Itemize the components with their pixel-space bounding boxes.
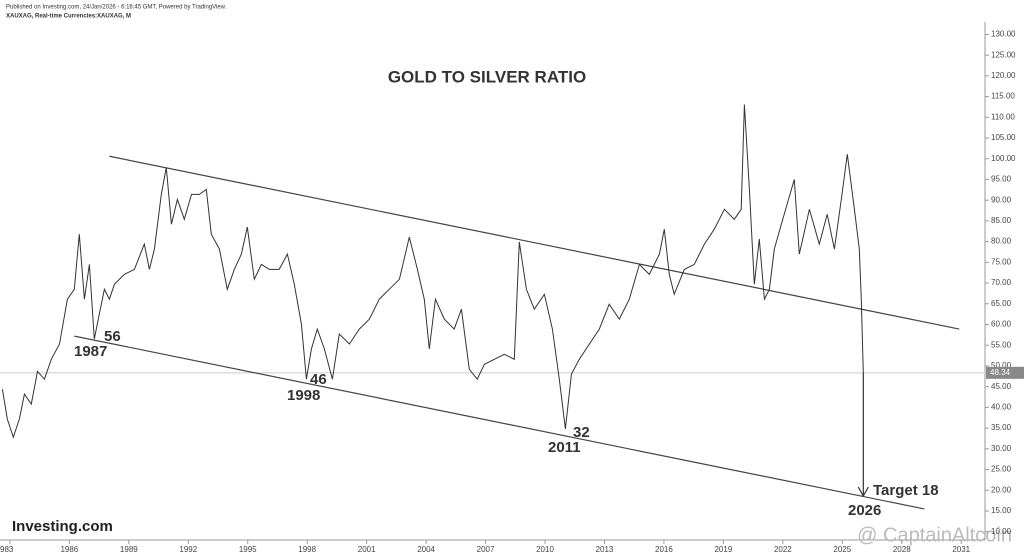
y-tick-label: 80.00 bbox=[991, 237, 1012, 246]
trendline bbox=[109, 155, 960, 330]
y-tick-label: 120.00 bbox=[991, 71, 1016, 80]
y-tick-label: 20.00 bbox=[991, 485, 1012, 494]
annotation: 2026 bbox=[848, 502, 881, 519]
y-tick-label: 130.00 bbox=[991, 30, 1016, 39]
annotation: 32 bbox=[573, 424, 590, 441]
y-tick-label: 65.00 bbox=[991, 299, 1012, 308]
published-note: Published on Investing.com, 24/Jan/2026 … bbox=[6, 5, 227, 11]
y-tick-label: 110.00 bbox=[991, 112, 1015, 121]
x-tick-label: 2031 bbox=[952, 545, 970, 554]
x-tick-label: 2010 bbox=[536, 545, 554, 554]
trendline bbox=[74, 335, 925, 510]
y-tick-label: 45.00 bbox=[991, 382, 1012, 391]
y-tick-label: 70.00 bbox=[991, 278, 1012, 287]
annotation: 46 bbox=[310, 371, 327, 388]
price-badge-label: 48.34 bbox=[990, 368, 1011, 377]
y-tick-label: 10.00 bbox=[991, 527, 1012, 536]
y-tick-label: 60.00 bbox=[991, 320, 1012, 329]
x-tick-label: 1992 bbox=[179, 545, 197, 554]
y-tick-label: 30.00 bbox=[991, 444, 1012, 453]
symbol-note: XAUXAG, Real-time Currencies:XAUXAG, M bbox=[6, 14, 131, 20]
arrow-head bbox=[857, 486, 869, 498]
annotation: 2011 bbox=[548, 439, 581, 456]
watermark: @ CaptainAltcoin bbox=[857, 524, 1012, 546]
y-tick-label: 100.00 bbox=[991, 154, 1016, 163]
y-tick-label: 55.00 bbox=[991, 340, 1012, 349]
y-tick-label: 25.00 bbox=[991, 465, 1012, 474]
y-tick-label: 75.00 bbox=[991, 257, 1012, 266]
x-tick-label: 1998 bbox=[298, 545, 316, 554]
y-tick-label: 115.00 bbox=[991, 92, 1015, 101]
price-badge bbox=[986, 366, 1024, 379]
x-tick-label: 2019 bbox=[714, 545, 732, 554]
y-tick-label: 40.00 bbox=[991, 403, 1012, 412]
y-tick-label: 90.00 bbox=[991, 195, 1012, 204]
x-tick-label: 983 bbox=[0, 545, 14, 554]
y-tick-label: 95.00 bbox=[991, 175, 1012, 184]
x-tick-label: 2025 bbox=[833, 545, 851, 554]
y-tick-label: 125.00 bbox=[991, 50, 1016, 59]
logo: Investing.com bbox=[12, 518, 113, 535]
annotation: Target 18 bbox=[873, 482, 939, 499]
y-tick-label: 50.00 bbox=[991, 361, 1012, 370]
annotation: 1998 bbox=[287, 387, 320, 404]
x-tick-label: 2004 bbox=[417, 545, 435, 554]
annotation: 1987 bbox=[74, 343, 107, 360]
y-tick-label: 15.00 bbox=[991, 506, 1012, 515]
y-tick-label: 85.00 bbox=[991, 216, 1012, 225]
x-tick-label: 1986 bbox=[60, 545, 78, 554]
x-tick-label: 2022 bbox=[774, 545, 792, 554]
x-tick-label: 2013 bbox=[596, 545, 614, 554]
ratio-line bbox=[1, 104, 864, 439]
y-tick-label: 35.00 bbox=[991, 423, 1012, 432]
x-tick-label: 2028 bbox=[893, 545, 911, 554]
x-tick-label: 2001 bbox=[358, 545, 376, 554]
y-tick-label: 105.00 bbox=[991, 133, 1016, 142]
annotation: 56 bbox=[104, 328, 121, 345]
x-tick-label: 1995 bbox=[239, 545, 257, 554]
x-tick-label: 2007 bbox=[477, 545, 495, 554]
x-tick-label: 1989 bbox=[120, 545, 138, 554]
chart-title: GOLD TO SILVER RATIO bbox=[388, 67, 586, 86]
x-tick-label: 2016 bbox=[655, 545, 673, 554]
